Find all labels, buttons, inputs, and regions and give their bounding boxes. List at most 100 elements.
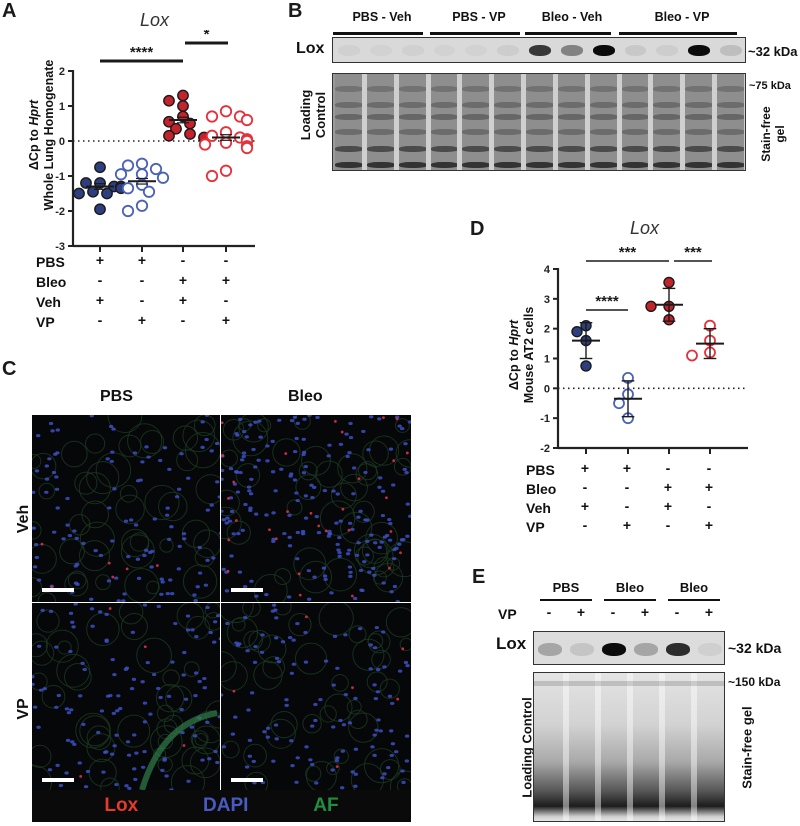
data-point (94, 203, 106, 216)
panel-e-vp-label: VP (498, 606, 517, 622)
data-point (645, 300, 657, 312)
y-tick-label: 3 (544, 294, 550, 306)
tissue-image (32, 603, 220, 790)
panel-b-loading-gel (332, 73, 746, 171)
gel-band (526, 86, 554, 92)
gel-band (621, 102, 650, 108)
panel-b-lox-label: Lox (296, 40, 325, 57)
data-point (114, 168, 128, 181)
significance-label: *** (619, 244, 637, 261)
lox-band (434, 45, 456, 56)
condition-plus: + (622, 460, 632, 476)
gel-band (589, 114, 618, 120)
data-point (663, 276, 675, 289)
group-header: PBS - Veh (352, 10, 412, 24)
y-tick-label: 0 (544, 383, 550, 395)
panel-e-letter: E (472, 566, 486, 588)
series-bleo-vp (198, 105, 254, 183)
lane-gap (563, 673, 569, 821)
gel-band (653, 162, 682, 168)
gel-band (366, 114, 395, 120)
gel-band (335, 114, 363, 120)
condition-plus: + (663, 498, 673, 514)
gel-band (494, 86, 523, 92)
micrograph-bleo-veh (221, 415, 411, 602)
gel-band (335, 146, 363, 152)
gel-band (653, 129, 682, 135)
gel-band (685, 114, 714, 120)
data-point (101, 187, 113, 200)
condition-plus: + (137, 312, 147, 328)
condition-minus: - (665, 517, 671, 533)
lox-band (560, 45, 583, 56)
lane-gap (627, 673, 633, 821)
gel-band (398, 146, 427, 152)
condition-row-label-veh: Veh (36, 294, 61, 310)
lox-band (370, 45, 392, 56)
data-point (219, 105, 233, 118)
legend-af: AF (313, 795, 339, 816)
condition-plus: + (178, 292, 188, 308)
lane-gap (393, 74, 400, 170)
panel-c-col-bleo: Bleo (288, 388, 323, 405)
gel-lane (717, 74, 745, 170)
gel-band (462, 102, 491, 108)
gel-band (335, 162, 363, 168)
lox-band (338, 45, 360, 56)
gel-band (621, 146, 650, 152)
gel-lane (685, 74, 714, 170)
lane-gap (425, 74, 432, 170)
panel-b-lox-kda: ~32 kDa (748, 44, 798, 59)
data-point (121, 159, 135, 172)
condition-minus: - (624, 498, 630, 514)
condition-plus: + (95, 292, 105, 308)
gel-band (557, 114, 586, 120)
data-point (580, 360, 592, 372)
micrograph-bleo-vp (221, 603, 411, 790)
gel-band (717, 146, 745, 152)
panel-b-letter: B (288, 0, 303, 22)
gel-band (621, 129, 650, 135)
panel-e-gel-label: Stain-free gel (739, 706, 755, 789)
gel-band (557, 146, 586, 152)
gel-band (589, 102, 618, 108)
group-header: Bleo (679, 580, 709, 595)
gel-band (494, 162, 523, 168)
y-tick-label: 2 (59, 66, 65, 78)
condition-plus: + (221, 272, 231, 288)
data-point (156, 171, 170, 184)
gel-band (685, 162, 714, 168)
condition-minus: - (97, 312, 103, 328)
group-header: Bleo (615, 580, 645, 595)
gel-band (589, 146, 618, 152)
panel-b-loading-label: Loading Control (298, 89, 328, 141)
gel-band (462, 146, 491, 152)
data-point (184, 128, 196, 140)
data-point (219, 164, 233, 177)
data-point (142, 185, 156, 198)
condition-plus: + (221, 312, 231, 328)
y-tick-label: 2 (544, 324, 550, 336)
condition-plus: + (704, 517, 714, 533)
gel-band (494, 102, 523, 108)
panel-c-letter: C (2, 358, 17, 380)
panel-e-lox-label: Lox (496, 634, 527, 653)
group-underline (604, 599, 656, 601)
gel-band (557, 102, 586, 108)
scale-bar (231, 588, 263, 592)
gel-band (621, 162, 650, 168)
data-point (149, 162, 163, 176)
gel-band (621, 114, 650, 120)
series-bleo-vp (686, 319, 724, 362)
lane-gap (489, 74, 496, 170)
lox-band (602, 643, 626, 656)
lox-band (634, 643, 658, 656)
gel-band (398, 86, 427, 92)
lane-gap (616, 74, 623, 170)
y-tick-label: -1 (55, 171, 65, 183)
y-tick-label: 4 (544, 264, 551, 276)
group-header: PBS - VP (452, 10, 506, 24)
gel-band (717, 86, 745, 92)
panel-a-title: Lox (140, 10, 170, 30)
